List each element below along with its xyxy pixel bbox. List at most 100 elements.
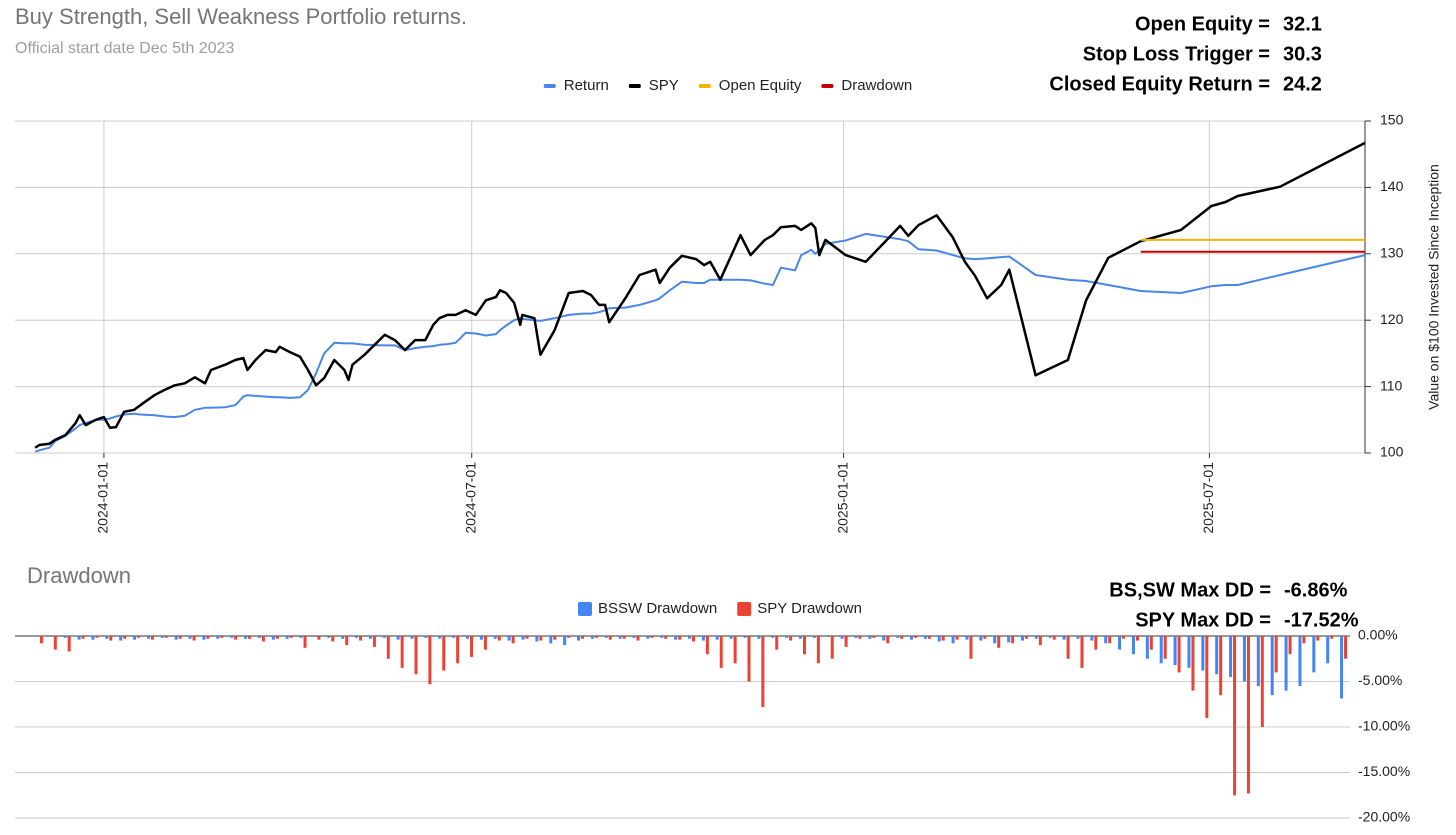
bar	[594, 636, 598, 638]
legend-label: SPY	[649, 77, 679, 94]
bar	[1090, 636, 1094, 641]
y-axis-title: Value on $100 Invested Since Inception	[1426, 164, 1442, 410]
bar	[285, 636, 289, 639]
bar	[993, 636, 997, 644]
legend-marker	[543, 84, 556, 88]
bar	[1316, 636, 1320, 641]
bar	[1302, 636, 1306, 644]
bar	[1062, 636, 1066, 640]
bar	[733, 636, 737, 664]
bar	[1326, 636, 1330, 664]
bar	[900, 636, 904, 639]
bar	[497, 636, 501, 641]
bar	[1215, 636, 1219, 675]
bar	[923, 636, 927, 639]
bar	[553, 636, 557, 640]
x-tick-label: 2025-07-01	[1200, 462, 1216, 534]
bar	[303, 636, 307, 648]
bar	[372, 636, 376, 647]
bar	[428, 636, 432, 685]
bar	[493, 636, 497, 639]
bar	[1288, 636, 1292, 655]
bar	[234, 636, 238, 640]
bar	[715, 636, 719, 640]
bar	[483, 636, 487, 650]
bar	[77, 636, 81, 640]
bar	[331, 636, 335, 642]
bar	[858, 636, 862, 639]
bar	[1052, 636, 1056, 640]
bar	[785, 636, 789, 638]
bar	[539, 636, 543, 641]
bar	[1205, 636, 1209, 718]
bar	[909, 636, 913, 640]
bar	[95, 636, 99, 638]
series-line	[34, 232, 1366, 453]
bar	[660, 636, 664, 638]
bar	[382, 636, 386, 638]
bar	[341, 636, 345, 639]
bar	[442, 636, 446, 671]
bar	[188, 636, 192, 639]
bar	[812, 636, 816, 638]
bar	[150, 636, 154, 640]
bar	[1094, 636, 1098, 650]
bar	[261, 636, 265, 642]
bar	[133, 636, 137, 640]
bar	[646, 636, 650, 639]
stat-label: SPY Max DD =	[1135, 609, 1271, 631]
bar	[271, 636, 275, 640]
bar	[49, 636, 53, 637]
legend-marker	[737, 602, 752, 616]
stat-value: 24.2	[1283, 73, 1322, 95]
bar	[299, 636, 303, 638]
bar	[1007, 636, 1011, 643]
bar	[1177, 636, 1181, 673]
legend-marker	[698, 84, 711, 88]
bar	[913, 636, 917, 638]
bar	[937, 636, 941, 642]
bar	[1076, 636, 1080, 639]
bar	[983, 636, 987, 639]
bar	[927, 636, 931, 639]
bar	[840, 636, 844, 639]
bar	[368, 636, 372, 639]
bar	[743, 636, 747, 638]
legend-marker	[821, 84, 834, 88]
bar	[105, 636, 109, 639]
bar	[688, 636, 691, 639]
bar	[511, 636, 515, 644]
bar	[39, 636, 43, 644]
bar	[650, 636, 654, 638]
x-tick-label: 2024-07-01	[462, 462, 478, 534]
bar	[345, 636, 349, 646]
bar	[1024, 636, 1028, 639]
bar	[1219, 636, 1223, 696]
legend-marker	[578, 602, 593, 616]
bar	[590, 636, 594, 639]
bar	[1038, 636, 1042, 646]
bar	[1274, 636, 1278, 673]
y-tick-label: 150	[1380, 112, 1404, 128]
legend-marker	[628, 84, 641, 88]
bar	[1122, 636, 1126, 639]
bar	[886, 636, 890, 644]
bar	[563, 636, 567, 646]
bar	[1173, 636, 1177, 666]
bar	[1330, 636, 1334, 639]
bar	[1340, 636, 1344, 699]
bar	[1080, 636, 1084, 668]
legend-label: Open Equity	[719, 77, 802, 94]
y-tick-label: 100	[1380, 444, 1404, 460]
bar	[1229, 636, 1233, 677]
bar	[608, 636, 612, 640]
stat-label: Closed Equity Return =	[1049, 73, 1270, 95]
bar	[359, 636, 363, 641]
bar	[456, 636, 460, 664]
bar	[868, 636, 872, 639]
bar	[63, 636, 67, 638]
legend-label: BSSW Drawdown	[598, 600, 717, 617]
bar	[1233, 636, 1237, 796]
bar	[747, 636, 751, 682]
